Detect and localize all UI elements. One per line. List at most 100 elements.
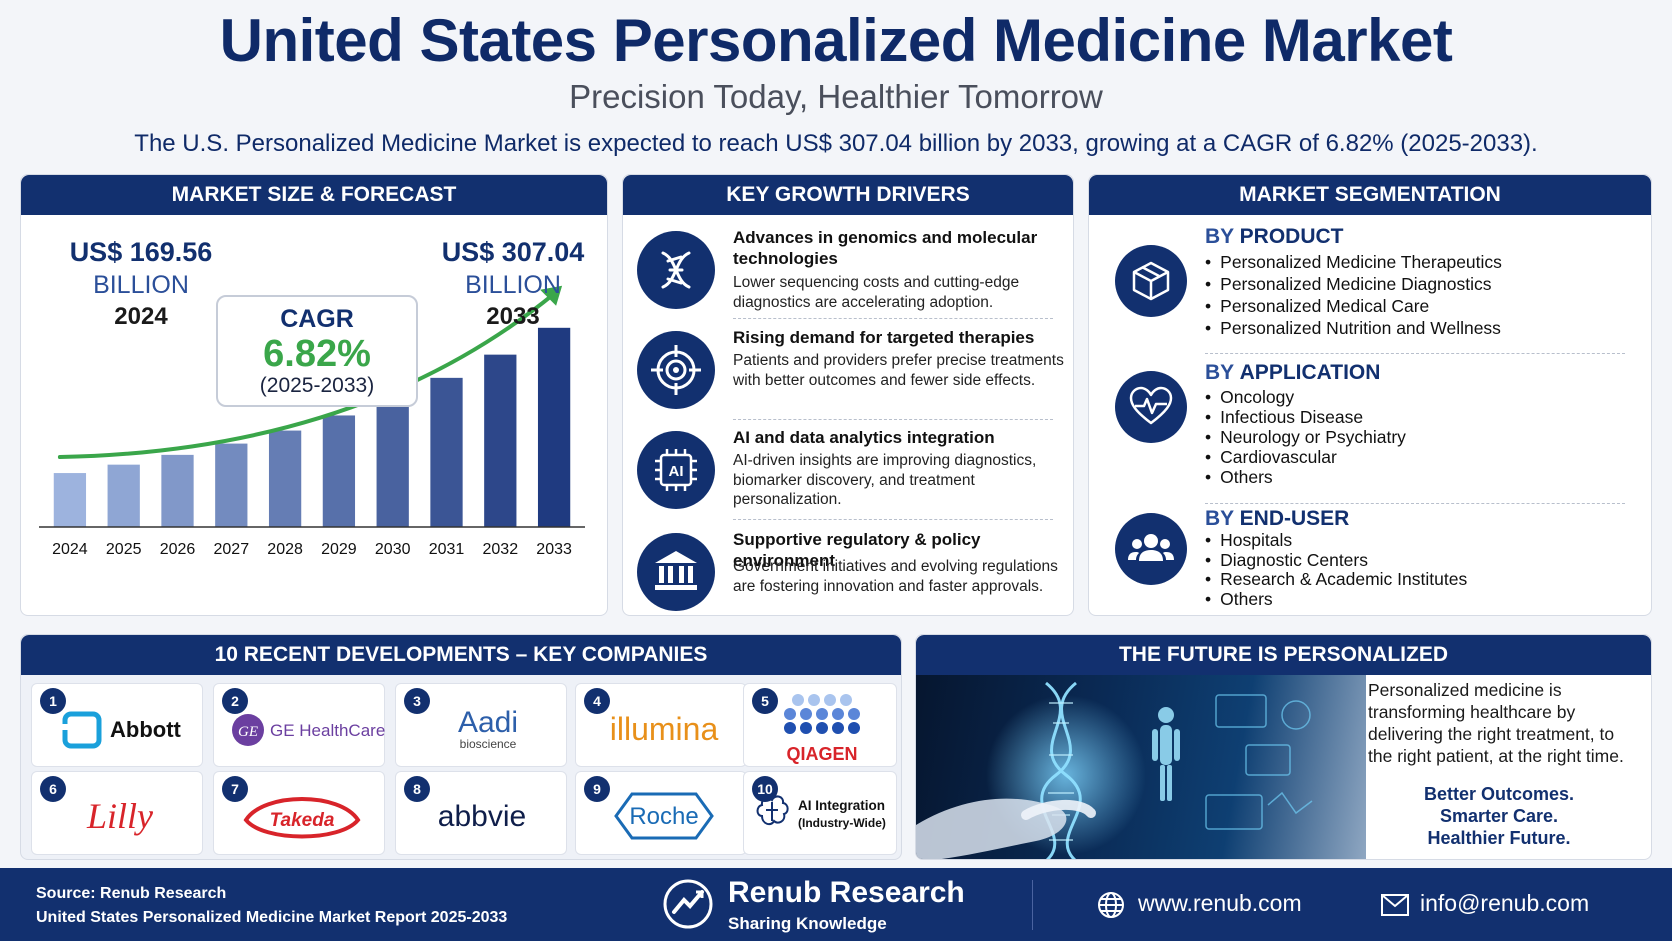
bar-2030 xyxy=(376,398,409,527)
product-list: Personalized Medicine Therapeutics Perso… xyxy=(1205,251,1502,339)
cagr-box: CAGR 6.82% (2025-2033) xyxy=(216,295,418,407)
qiagen-dot xyxy=(832,722,844,734)
driver-title: AI and data analytics integration xyxy=(733,428,995,447)
footer: Source: Renub Research United States Per… xyxy=(0,868,1672,941)
future-heading: THE FUTURE IS PERSONALIZED xyxy=(916,635,1651,675)
growth-drivers-panel: KEY GROWTH DRIVERS Advances in genomics … xyxy=(622,174,1074,616)
segment-heading-application: BY APPLICATION xyxy=(1205,361,1381,384)
companies-heading: 10 RECENT DEVELOPMENTS – KEY COMPANIES xyxy=(21,635,901,675)
qiagen-dot xyxy=(800,708,812,720)
driver-text: AI-driven insights are improving diagnos… xyxy=(733,452,1037,508)
driver-text: Government initiatives and evolving regu… xyxy=(733,558,1058,595)
divider xyxy=(1205,353,1625,354)
website-link[interactable]: www.renub.com xyxy=(1138,890,1302,916)
x-tick-label: 2028 xyxy=(267,541,303,558)
list-item: Personalized Medicine Therapeutics xyxy=(1205,251,1502,273)
driver-title: Rising demand for targeted therapies xyxy=(733,328,1035,347)
x-tick-label: 2027 xyxy=(214,541,250,558)
company-sub: bioscience xyxy=(460,737,517,751)
list-item: Others xyxy=(1205,467,1406,487)
bar-2029 xyxy=(322,415,356,527)
company-name: Lilly xyxy=(86,796,153,836)
ai-chip-icon: AI xyxy=(637,431,715,509)
qiagen-dot xyxy=(800,722,812,734)
company-sub: (Industry-Wide) xyxy=(798,816,886,830)
divider xyxy=(733,318,1053,319)
qiagen-dot xyxy=(784,722,796,734)
qiagen-dot xyxy=(816,722,828,734)
driver-title: Supportive regulatory & policy environme… xyxy=(733,530,981,570)
x-tick-label: 2032 xyxy=(483,541,519,558)
driver-item: Advances in genomics and molecular techn… xyxy=(633,227,1063,317)
roche-logo-mark xyxy=(614,792,714,840)
list-item: Infectious Disease xyxy=(1205,407,1406,427)
divider xyxy=(733,519,1053,520)
x-tick-label: 2025 xyxy=(106,541,142,558)
market-size-panel: MARKET SIZE & FORECAST 2024 2025 2026 2027 2… xyxy=(20,174,608,616)
cagr-value: 6.82% xyxy=(263,333,371,375)
tile-number: 1 xyxy=(40,688,66,714)
tile-number: 8 xyxy=(404,776,430,802)
end-user-list: Hospitals Diagnostic Centers Research & … xyxy=(1205,530,1467,609)
tile-number: 10 xyxy=(752,776,778,802)
takeda-logo-mark xyxy=(243,797,361,839)
forecast-bar-chart: 2024 2025 2026 2027 2028 2029 2030 2031 2032 2033 xyxy=(39,285,585,558)
company-name: illumina xyxy=(610,711,719,747)
footer-source: Source: Renub Research United States Per… xyxy=(36,882,507,930)
tile-number: 3 xyxy=(404,688,430,714)
qiagen-dot xyxy=(784,708,796,720)
people-icon xyxy=(1115,513,1187,585)
brand-name: Renub Research xyxy=(728,876,965,909)
company-tile-lilly: 6 Lilly xyxy=(31,771,203,855)
ai-chip-label: AI xyxy=(669,463,684,480)
list-item: Hospitals xyxy=(1205,530,1467,551)
company-tile-ai-integration: 10 AI Integration (Industry-Wide) xyxy=(743,771,897,855)
driver-item: Supportive regulatory & policy environme… xyxy=(633,529,1063,611)
divider xyxy=(733,419,1053,420)
cagr-label: CAGR xyxy=(280,305,354,333)
driver-item: Rising demand for targeted therapies Pat… xyxy=(633,327,1064,417)
trend-arrow xyxy=(57,291,557,460)
bar-2026 xyxy=(161,454,194,527)
bar-2032 xyxy=(484,354,517,527)
list-item: Diagnostic Centers xyxy=(1205,550,1467,571)
company-name: Abbott xyxy=(110,717,182,742)
renub-logo-icon xyxy=(663,879,713,929)
divider xyxy=(1032,880,1033,930)
email-icon xyxy=(1381,894,1409,916)
tile-number: 7 xyxy=(222,776,248,802)
segment-heading-end-user: BY END-USER xyxy=(1205,507,1350,530)
segmentation-heading: MARKET SEGMENTATION xyxy=(1089,175,1651,215)
list-item: Personalized Medicine Diagnostics xyxy=(1205,273,1502,295)
cagr-range: (2025-2033) xyxy=(259,374,375,397)
x-tick-label: 2029 xyxy=(321,541,357,558)
future-tagline: Healthier Future. xyxy=(1427,828,1571,848)
bar-2027 xyxy=(215,443,248,527)
list-item: Neurology or Psychiatry xyxy=(1205,427,1406,447)
x-tick-label: 2031 xyxy=(429,541,465,558)
list-item: Personalized Medical Care xyxy=(1205,295,1502,317)
ge-logo-mark xyxy=(232,714,264,746)
tile-number: 9 xyxy=(584,776,610,802)
bar-2033 xyxy=(537,327,571,527)
target-icon xyxy=(637,331,715,409)
globe-icon xyxy=(1098,892,1124,918)
source-label: Source: Renub Research xyxy=(36,885,227,902)
qiagen-dot xyxy=(848,722,860,734)
list-item: Research & Academic Institutes xyxy=(1205,569,1467,590)
x-tick-label: 2033 xyxy=(536,541,572,558)
government-building-icon xyxy=(637,533,715,611)
tile-number: 4 xyxy=(584,688,610,714)
qiagen-logo: QIAGEN xyxy=(784,694,860,764)
box-icon xyxy=(1115,245,1187,317)
tile-number: 2 xyxy=(222,688,248,714)
end-value: US$ 307.04 xyxy=(441,237,585,267)
driver-text: Patients and providers prefer precise tr… xyxy=(733,352,1064,389)
email-link[interactable]: info@renub.com xyxy=(1420,890,1590,916)
list-item: Oncology xyxy=(1205,387,1406,407)
bar-2025 xyxy=(107,464,140,527)
x-tick-label: 2026 xyxy=(160,541,196,558)
page-title: United States Personalized Medicine Mark… xyxy=(219,7,1453,74)
x-tick-label: 2024 xyxy=(52,541,88,558)
market-size-heading: MARKET SIZE & FORECAST xyxy=(21,175,607,215)
